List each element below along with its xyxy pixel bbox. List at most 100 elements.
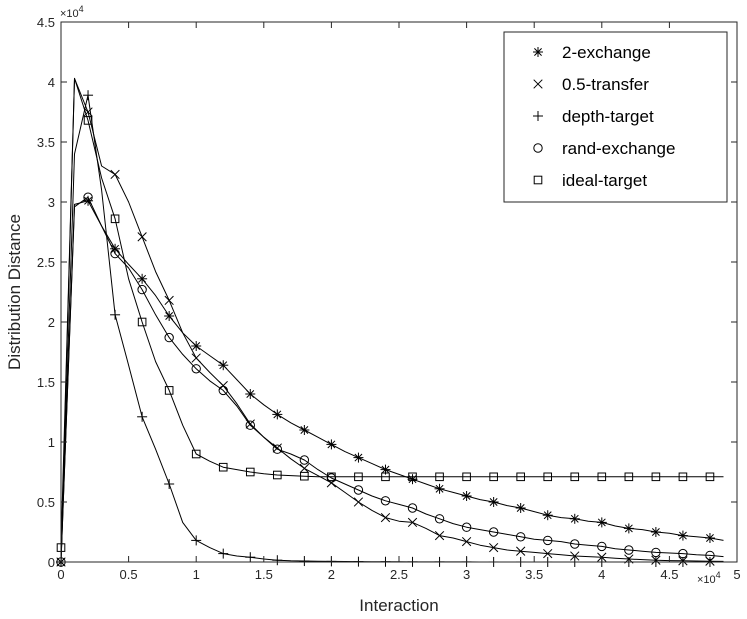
- data-point-2-exchange: [704, 533, 715, 543]
- legend-entry-0-5-transfer: 0.5-transfer: [533, 75, 649, 94]
- data-point-2-exchange: [677, 530, 688, 541]
- data-point-rand-exchange: [380, 496, 391, 506]
- data-point-0-5-transfer: [164, 295, 174, 306]
- plot-area: [56, 77, 724, 567]
- legend-box: [503, 31, 728, 203]
- data-point-depth-target: [218, 548, 229, 559]
- data-point-0-5-transfer: [137, 232, 147, 242]
- x-tick-label: 0.5: [120, 567, 138, 582]
- data-point-depth-target: [245, 552, 256, 563]
- x-tick-label: 1.5: [255, 567, 273, 582]
- series-ideal-target: [56, 77, 724, 552]
- x-axis-multiplier-base: ×10: [697, 574, 716, 586]
- data-point-ideal-target: [110, 214, 120, 224]
- data-point-rand-exchange: [110, 248, 120, 259]
- data-point-rand-exchange: [137, 284, 147, 295]
- legend-marker-ideal-target: [533, 175, 543, 185]
- data-point-ideal-target: [651, 472, 661, 482]
- data-point-rand-exchange: [543, 535, 553, 546]
- x-tick-label: 2.5: [390, 567, 408, 582]
- series-line-rand-exchange: [60, 196, 724, 563]
- data-point-rand-exchange: [678, 548, 688, 559]
- y-tick-label: 4: [48, 75, 55, 90]
- legend-label: rand-exchange: [562, 139, 675, 158]
- data-point-0-5-transfer: [380, 512, 391, 523]
- y-axis-multiplier-base: ×10: [60, 8, 79, 20]
- data-point-depth-target: [191, 535, 202, 546]
- data-point-2-exchange: [245, 389, 256, 399]
- data-point-2-exchange: [353, 452, 364, 463]
- data-point-2-exchange: [488, 497, 499, 507]
- data-point-rand-exchange: [353, 485, 364, 495]
- legend-marker-0-5-transfer: [533, 79, 543, 89]
- data-point-ideal-target: [327, 472, 336, 482]
- data-point-rand-exchange: [570, 539, 580, 549]
- data-point-depth-target: [272, 555, 283, 566]
- data-point-0-5-transfer: [191, 353, 201, 363]
- y-tick-label: 0.5: [37, 495, 55, 510]
- legend-marker-depth-target: [533, 111, 543, 121]
- legend-marker-2-exchange: [533, 47, 543, 57]
- data-point-2-exchange: [650, 527, 661, 537]
- x-tick-label: 3: [463, 567, 470, 582]
- data-point-2-exchange: [272, 409, 283, 420]
- y-tick-label: 1.5: [37, 375, 55, 390]
- data-point-depth-target: [164, 479, 175, 489]
- data-point-0-5-transfer: [110, 169, 120, 180]
- data-point-rand-exchange: [272, 444, 283, 454]
- data-point-rand-exchange: [434, 514, 445, 524]
- data-point-rand-exchange: [705, 550, 715, 561]
- data-point-rand-exchange: [299, 455, 310, 465]
- axis-ticks: 0 0.5 1 1.5 2 2.5 3 3.5 4 4.5 5 0 0.5 1 1.5 2 2.5 3 3.5 4 4.…: [37, 15, 741, 582]
- data-point-2-exchange: [110, 243, 121, 254]
- series-line-ideal-target: [60, 77, 724, 548]
- data-point-2-exchange: [623, 523, 634, 534]
- data-point-ideal-target: [218, 462, 228, 472]
- data-point-ideal-target: [570, 472, 580, 482]
- data-point-0-5-transfer: [516, 546, 526, 556]
- data-point-ideal-target: [678, 472, 688, 482]
- data-point-ideal-target: [543, 472, 553, 482]
- data-point-rand-exchange: [488, 527, 499, 537]
- data-point-depth-target: [137, 411, 148, 422]
- data-point-ideal-target: [516, 472, 525, 482]
- data-point-ideal-target: [408, 472, 417, 482]
- data-point-ideal-target: [245, 467, 255, 477]
- data-point-rand-exchange: [515, 532, 526, 542]
- data-point-0-5-transfer: [326, 478, 337, 488]
- legend-entry-depth-target: depth-target: [533, 107, 654, 126]
- y-axis-label: Distribution Distance: [5, 214, 24, 370]
- legend-entry-ideal-target: ideal-target: [533, 171, 647, 190]
- legend-entry-2-exchange: 2-exchange: [533, 43, 651, 62]
- data-point-depth-target: [299, 556, 310, 567]
- x-tick-label: 4.5: [660, 567, 678, 582]
- legend: 2-exchange 0.5-transfer depth-target rand-e…: [503, 31, 728, 203]
- data-point-2-exchange: [569, 513, 580, 524]
- data-point-rand-exchange: [407, 503, 418, 513]
- x-tick-label: 0: [57, 567, 64, 582]
- data-point-0-5-transfer: [434, 530, 445, 541]
- data-point-2-exchange: [596, 517, 607, 528]
- data-point-2-exchange: [137, 273, 148, 284]
- y-tick-label: 1: [48, 435, 55, 450]
- data-point-ideal-target: [597, 472, 607, 482]
- y-axis-multiplier: ×104: [60, 4, 84, 20]
- data-point-rand-exchange: [624, 545, 634, 555]
- data-point-2-exchange: [434, 483, 445, 494]
- data-point-ideal-target: [191, 449, 201, 459]
- data-point-ideal-target: [435, 472, 444, 482]
- x-tick-label: 2: [328, 567, 335, 582]
- data-point-2-exchange: [191, 341, 202, 351]
- data-point-ideal-target: [624, 472, 634, 482]
- data-point-ideal-target: [489, 472, 498, 482]
- data-point-rand-exchange: [191, 364, 201, 374]
- legend-items: 2-exchange 0.5-transfer depth-target rand-e…: [533, 43, 675, 190]
- y-axis-multiplier-exponent: 4: [79, 4, 84, 14]
- legend-entry-rand-exchange: rand-exchange: [533, 139, 675, 158]
- data-point-depth-target: [110, 309, 121, 320]
- data-point-2-exchange: [326, 439, 337, 450]
- data-point-ideal-target: [137, 317, 147, 327]
- data-point-0-5-transfer: [543, 548, 553, 559]
- data-point-2-exchange: [515, 503, 526, 513]
- series-line-0-5-transfer: [60, 77, 724, 563]
